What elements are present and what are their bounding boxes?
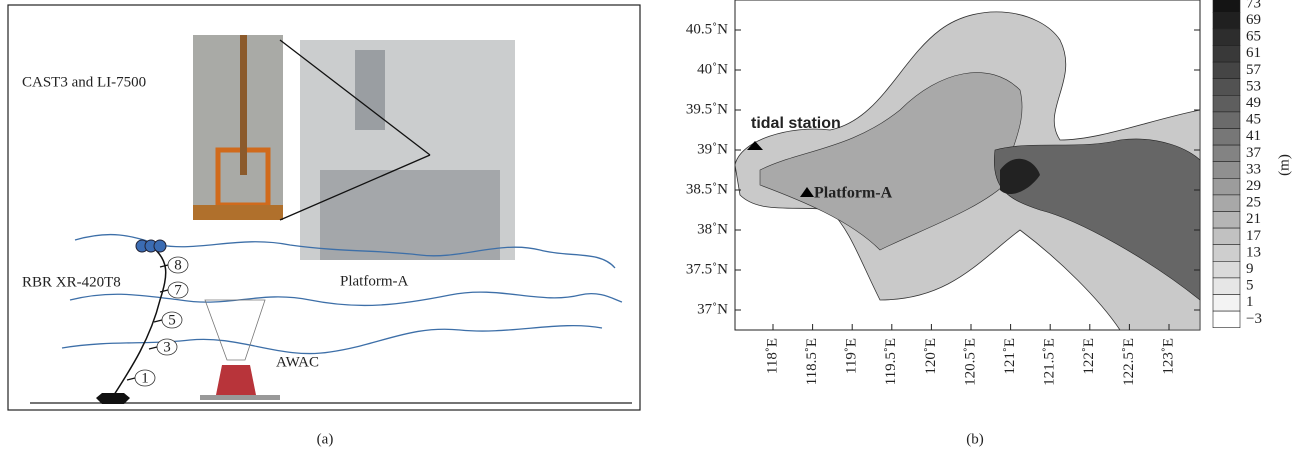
inset-deck xyxy=(193,205,283,220)
colorbar-swatch xyxy=(1213,12,1240,29)
latitude-label: 37˚N xyxy=(697,301,728,317)
colorbar-label: 17 xyxy=(1246,228,1262,244)
platform-structure xyxy=(320,170,500,260)
colorbar-label: 29 xyxy=(1246,178,1261,194)
longitude-label: 118.5˚E xyxy=(804,338,820,385)
latitude-label: 39˚N xyxy=(697,141,728,157)
platform-label: Platform-A xyxy=(814,185,893,202)
colorbar-swatch xyxy=(1213,228,1240,245)
longitude-label: 121˚E xyxy=(1002,338,1018,375)
colorbar-swatch xyxy=(1213,261,1240,278)
sensor-number: 3 xyxy=(163,339,171,355)
colorbar-swatch xyxy=(1213,29,1240,46)
longitude-label: 121.5˚E xyxy=(1042,338,1058,386)
colorbar-swatch xyxy=(1213,129,1240,146)
inset-label: CAST3 and LI-7500 xyxy=(22,74,146,90)
colorbar-label: 21 xyxy=(1246,211,1261,227)
latitude-label: 39.5˚N xyxy=(686,101,728,117)
colorbar-label: 61 xyxy=(1246,45,1261,61)
colorbar-swatch xyxy=(1213,79,1240,96)
tidal-station-label: tidal station xyxy=(751,115,841,132)
colorbar-label: 65 xyxy=(1246,29,1261,45)
awac-frame xyxy=(200,395,280,400)
latitude-label: 38.5˚N xyxy=(686,181,728,197)
colorbar-swatch xyxy=(1213,278,1240,295)
colorbar-label: 73 xyxy=(1246,0,1261,11)
awac-body xyxy=(216,365,256,395)
sensor-number: 1 xyxy=(141,370,149,386)
longitude-label: 122.5˚E xyxy=(1121,338,1137,386)
colorbar-swatch xyxy=(1213,112,1240,129)
colorbar-label: 5 xyxy=(1246,278,1254,294)
colorbar-swatch xyxy=(1213,178,1240,195)
colorbar-swatch xyxy=(1213,295,1240,312)
colorbar-label: 13 xyxy=(1246,244,1261,260)
colorbar-label: 57 xyxy=(1246,62,1262,78)
sensor-number: 8 xyxy=(174,257,182,273)
latitude-label: 38˚N xyxy=(697,221,728,237)
inset-mast xyxy=(240,35,247,175)
sensor-number: 7 xyxy=(174,282,182,298)
colorbar-swatch xyxy=(1213,0,1240,12)
mooring-label: RBR XR-420T8 xyxy=(22,274,121,290)
longitude-label: 119˚E xyxy=(844,338,860,374)
colorbar-label: 41 xyxy=(1246,128,1261,144)
colorbar-label: 49 xyxy=(1246,95,1261,111)
colorbar-swatch xyxy=(1213,195,1240,212)
colorbar-label: 33 xyxy=(1246,161,1261,177)
colorbar-swatch xyxy=(1213,212,1240,229)
longitude-label: 119.5˚E xyxy=(883,338,899,385)
longitude-label: 120.5˚E xyxy=(962,338,978,386)
platform-tower xyxy=(355,50,385,130)
colorbar-label: −3 xyxy=(1246,311,1262,327)
colorbar-unit: (m) xyxy=(1276,154,1292,176)
figure: CAST3 and LI-7500 RBR XR-420T8 Platform-… xyxy=(0,0,1298,451)
latitude-label: 40˚N xyxy=(697,61,728,77)
platform-label: Platform-A xyxy=(340,273,408,289)
anchor xyxy=(96,393,130,404)
colorbar-swatch xyxy=(1213,46,1240,63)
colorbar-label: 25 xyxy=(1246,195,1261,211)
caption: (b) xyxy=(966,431,984,447)
colorbar-label: 9 xyxy=(1246,261,1254,277)
latitude-label: 40.5˚N xyxy=(686,21,728,37)
longitude-label: 118˚E xyxy=(764,338,780,374)
colorbar-swatch xyxy=(1213,311,1240,328)
colorbar-label: 69 xyxy=(1246,12,1261,28)
longitude-label: 122˚E xyxy=(1081,338,1097,375)
colorbar-label: 1 xyxy=(1246,294,1254,310)
latitude-label: 37.5˚N xyxy=(686,261,728,277)
colorbar-label: 37 xyxy=(1246,145,1262,161)
awac-label: AWAC xyxy=(276,354,319,370)
colorbar-swatch xyxy=(1213,62,1240,79)
colorbar-swatch xyxy=(1213,95,1240,112)
sensor-number: 5 xyxy=(168,312,176,328)
colorbar-label: 45 xyxy=(1246,112,1261,128)
longitude-label: 123˚E xyxy=(1160,338,1176,375)
colorbar-swatch xyxy=(1213,145,1240,162)
caption: (a) xyxy=(317,431,334,447)
colorbar-swatch xyxy=(1213,245,1240,262)
colorbar-label: 53 xyxy=(1246,78,1261,94)
buoy xyxy=(154,240,166,252)
longitude-label: 120˚E xyxy=(923,338,939,375)
colorbar-swatch xyxy=(1213,162,1240,179)
panel-a: CAST3 and LI-7500 RBR XR-420T8 Platform-… xyxy=(8,5,640,447)
